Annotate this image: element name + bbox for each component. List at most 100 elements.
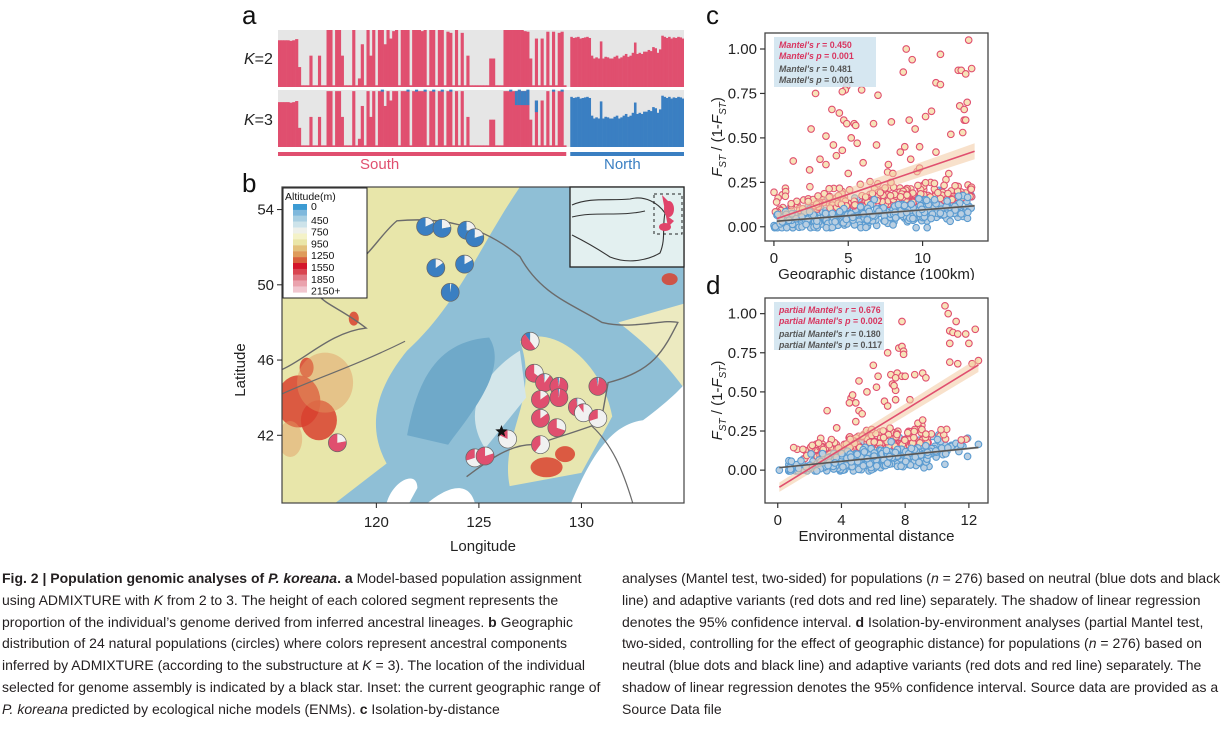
adaptive-point [859,158,867,167]
k3-bar-north [649,111,653,147]
k3-bar-south [389,100,393,147]
k3-bar-south-blue [432,89,436,92]
caption-text: n [1088,635,1097,652]
adaptive-point [914,181,922,190]
k3-bar-north [679,97,683,147]
k3-bar-north [599,101,603,147]
adaptive-point [825,184,833,193]
pie-slice-south [521,333,536,351]
k3-bar-north [618,118,621,147]
population-pie [588,409,608,428]
neutral-point [963,452,972,461]
k3-bar-south [426,145,430,147]
k-variable: K [244,51,255,68]
adaptive-point [891,373,900,382]
k2-bar-south [514,30,519,87]
k2-bar-south [483,85,487,87]
high-altitude-region [300,400,337,441]
population-pie [588,377,608,396]
pie-slice-south [531,390,550,409]
adaptive-point [805,166,814,174]
neutral-point [912,223,920,232]
high-altitude-region [555,446,576,463]
x-tick-label: 10 [914,250,931,267]
y-tick-label: 0.00 [728,219,757,236]
annotation-box [774,302,884,350]
k3-bar-south [332,145,336,147]
k2-bar-north [670,38,673,87]
k3-bar-north [597,118,601,147]
annotation-line: partial Mantel's r = 0.180 [778,329,881,339]
adaptive-point [910,370,919,379]
k3-bar-south [472,145,476,147]
adaptive-point [853,139,862,148]
k2-bar-south [355,85,359,87]
y-tick-label: 0.25 [728,174,757,191]
neutral-point [921,441,930,450]
legend-swatch [293,215,307,222]
annotation-line: Mantel's p = 0.001 [779,75,854,85]
k2-bar-north [656,52,660,87]
k3-bar-south [409,145,413,147]
k3-bar-south [352,91,356,147]
k3-bar-south [355,145,359,147]
adaptive-point [953,330,962,338]
caption-text: b [488,613,501,630]
k2-bar-south [357,78,362,87]
adaptive-point [781,192,790,201]
k3-bar-south [414,91,419,147]
annotation-line: Mantel's r = 0.450 [779,40,852,50]
k3-bar-south-blue [523,91,527,106]
k3-bar-south [514,91,519,147]
k3-bar-north [627,116,630,147]
adaptive-point [883,348,892,357]
population-pie [426,258,446,278]
k3-bar-south [529,119,533,147]
adaptive-point [945,358,954,367]
adaptive-point [799,445,807,454]
k2-bar-south [340,55,344,87]
k2-bar-south [446,31,450,87]
adaptive-point [932,148,940,156]
k2-bar-south [486,85,490,87]
k3-bar-south [526,91,530,147]
k3-bar-south-blue [509,89,513,92]
k2-bar-north [624,53,628,87]
pie-slice-other [535,435,550,454]
pie-slice-south [535,373,554,392]
k2-bar-north [631,52,635,87]
k3-bar-north [681,98,684,147]
k3-bar-north [588,97,592,147]
adaptive-point [884,160,893,169]
adaptive-point [822,160,830,169]
k2-bar-north [658,49,662,87]
k2-bar-south [546,31,550,87]
k2-bar-north [611,58,614,87]
k3-bar-south-blue [517,89,521,92]
k3-bar-south [477,145,481,147]
k2-bar-south [563,85,567,87]
k3-bar-north [622,115,626,147]
y-tick-label: 0.00 [728,462,757,479]
k3-bar-south [360,105,364,147]
neutral-point [943,197,952,205]
k3-bar-north [645,111,648,147]
k3-bar-south [446,91,450,147]
k3-bar-south [492,119,496,147]
k2-bar-north [618,58,621,87]
k3-bar-north [577,96,580,147]
k2-bar-south [554,85,558,87]
adaptive-point [933,188,942,197]
k3-bar-south [377,91,382,147]
caption-text: = 3). The location of the individual sel… [2,657,601,695]
k2-bar-north [615,55,619,87]
adaptive-point [896,192,905,201]
adaptive-point [967,64,976,73]
adaptive-point [851,417,860,426]
caption-text: c [359,700,372,717]
adaptive-point [965,339,973,348]
k3-bar-south [395,91,399,147]
k3-bar-south [286,102,290,147]
adaptive-point [832,424,841,432]
neutral-regression-line [776,205,975,223]
